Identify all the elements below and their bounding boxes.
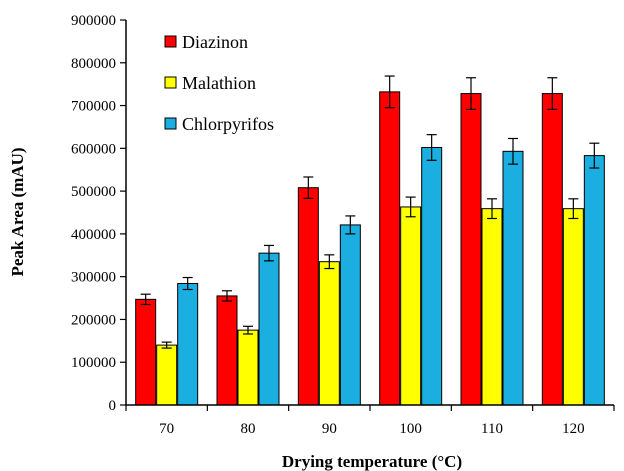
bar-chlorpyrifos-110 <box>502 150 524 406</box>
y-tick-label: 900000 <box>71 13 116 29</box>
bar-chlorpyrifos-100 <box>421 146 443 406</box>
error-bar-malathion-90 <box>324 254 335 270</box>
bar-malathion-120 <box>562 208 584 406</box>
error-bar-malathion-110 <box>487 198 497 220</box>
x-tick-label: 120 <box>562 421 585 437</box>
bar-diazinon-100 <box>379 91 401 406</box>
error-bar-malathion-70 <box>161 341 172 349</box>
error-bar-malathion-120 <box>568 198 579 220</box>
error-bar-diazinon-120 <box>547 77 558 111</box>
bar-diazinon-90 <box>297 187 319 406</box>
bar-chlorpyrifos-120 <box>583 155 605 406</box>
error-bars-layer <box>140 75 600 349</box>
y-ticks-layer: 0 100000 200000 300000 400000 500000 600000 700… <box>71 13 126 414</box>
legend-swatch <box>164 76 177 89</box>
error-bar-diazinon-80 <box>222 290 232 302</box>
bar-diazinon-110 <box>460 93 482 406</box>
bar-malathion-80 <box>237 329 259 406</box>
bar-diazinon-120 <box>541 93 563 406</box>
error-bar-malathion-80 <box>243 325 253 335</box>
error-bar-chlorpyrifos-100 <box>426 134 437 161</box>
y-tick-label: 600000 <box>71 141 116 157</box>
error-bar-chlorpyrifos-80 <box>264 244 274 262</box>
x-tick-label: 100 <box>399 421 422 437</box>
x-tick-label: 110 <box>481 421 503 437</box>
bars-layer <box>135 91 605 406</box>
bar-malathion-70 <box>156 344 178 406</box>
legend-swatch <box>164 35 177 48</box>
bar-malathion-100 <box>400 206 422 406</box>
error-bar-chlorpyrifos-120 <box>589 142 600 169</box>
y-tick-label: 300000 <box>71 270 116 286</box>
error-bar-diazinon-100 <box>384 75 395 109</box>
bar-chlorpyrifos-70 <box>177 283 199 406</box>
bar-chlorpyrifos-80 <box>258 252 280 406</box>
error-bar-diazinon-110 <box>466 77 476 111</box>
bar-malathion-110 <box>481 208 503 406</box>
legend-label: Malathion <box>182 73 256 93</box>
legend-label: Diazinon <box>182 32 248 52</box>
x-tick-label: 80 <box>241 421 256 437</box>
legend-label: Chlorpyrifos <box>182 114 274 134</box>
error-bar-chlorpyrifos-110 <box>508 137 518 165</box>
error-bar-malathion-100 <box>405 196 416 218</box>
legend-item-diazinon: Diazinon <box>164 32 248 52</box>
x-tick-label: 70 <box>159 421 174 437</box>
legend-swatch <box>164 117 177 130</box>
x-tick-label: 90 <box>322 421 337 437</box>
y-tick-label: 400000 <box>71 227 116 243</box>
y-tick-label: 800000 <box>71 56 116 72</box>
bar-diazinon-70 <box>135 298 157 406</box>
legend: Diazinon Malathion Chlorpyrifos <box>164 32 274 134</box>
error-bar-diazinon-90 <box>303 176 314 199</box>
error-bar-diazinon-70 <box>140 293 151 306</box>
x-ticks-layer: 70 80 90 100 110 120 <box>125 405 615 437</box>
y-tick-label: 100000 <box>71 355 116 371</box>
y-tick-label: 200000 <box>71 312 116 328</box>
error-bar-chlorpyrifos-90 <box>345 215 356 235</box>
bar-diazinon-80 <box>216 295 238 406</box>
y-tick-label: 700000 <box>71 99 116 115</box>
legend-item-chlorpyrifos: Chlorpyrifos <box>164 114 274 134</box>
y-axis-title: Peak Area (mAU) <box>8 147 27 276</box>
y-tick-label: 500000 <box>71 184 116 200</box>
y-tick-label: 0 <box>109 398 117 414</box>
legend-item-malathion: Malathion <box>164 73 256 93</box>
x-axis-title: Drying temperature (°C) <box>282 452 462 471</box>
bar-chlorpyrifos-90 <box>339 224 361 406</box>
error-bar-chlorpyrifos-70 <box>182 276 193 291</box>
bar-malathion-90 <box>318 261 340 406</box>
